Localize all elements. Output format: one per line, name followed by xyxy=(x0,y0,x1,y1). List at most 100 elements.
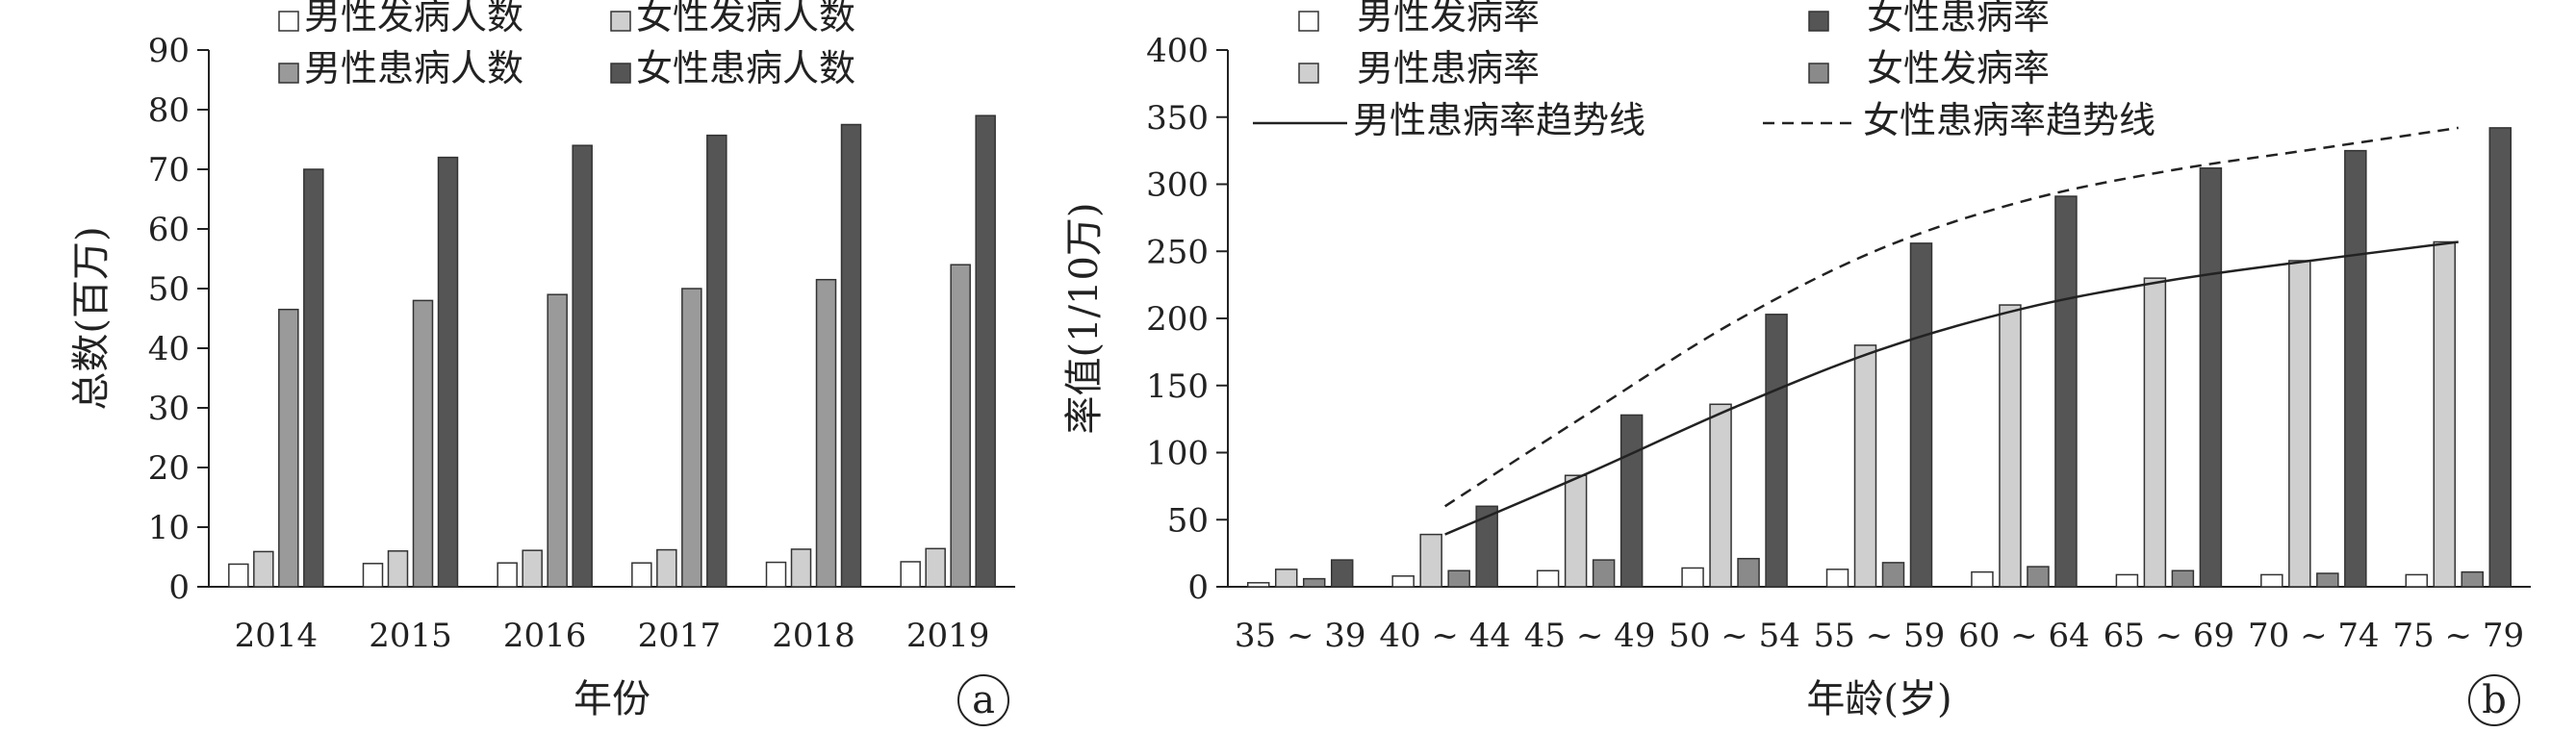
panel-b-legend-label: 男性患病率 xyxy=(1357,47,1540,89)
panel-a-legend-swatch xyxy=(610,11,631,32)
panel-b-y-tick-label: 200 xyxy=(1146,300,1209,339)
panel-b-bar xyxy=(1971,570,1994,588)
panel-b-bar xyxy=(1825,569,1849,588)
panel-a-chart: 0 10 20 30 40 50 60 70 80 90 2014 2015 2016 2017 2018… xyxy=(69,0,1015,726)
panel-b-y-tick-label: 50 xyxy=(1167,501,1209,540)
panel-b-x-tick-label: 55 ~ 59 xyxy=(1814,617,1946,655)
panel-a-bar xyxy=(631,562,652,588)
panel-a-y-tick-label: 90 xyxy=(148,32,190,70)
panel-b-bar xyxy=(1853,344,1877,588)
panel-b-legend-swatch xyxy=(1808,11,1829,32)
panel-a-bar xyxy=(497,562,518,588)
panel-a-bar xyxy=(925,547,946,588)
panel-a-y-tick-label: 80 xyxy=(148,91,190,130)
panel-a-legend-label: 女性发病人数 xyxy=(636,0,855,38)
panel-b-bar xyxy=(1536,569,1560,588)
panel-b-bar xyxy=(1620,414,1644,588)
panel-b-y-tick-label: 400 xyxy=(1146,32,1209,70)
panel-a-y-tick-label: 10 xyxy=(148,509,190,547)
panel-b-badge-circle xyxy=(2468,674,2520,726)
panel-b-x-tick-label: 70 ~ 74 xyxy=(2248,617,2380,655)
panel-a-y-tick-label: 30 xyxy=(148,390,190,428)
panel-b-y-tick-label: 0 xyxy=(1187,569,1209,607)
panel-a-x-tick-label: 2018 xyxy=(772,617,855,655)
panel-a-x-tick-label: 2017 xyxy=(638,617,722,655)
panel-b-legend-label: 女性发病率 xyxy=(1867,47,2050,89)
panel-b-legend-swatch xyxy=(1808,63,1829,84)
panel-b-legend-label: 男性患病率趋势线 xyxy=(1353,99,1645,141)
panel-b-bar xyxy=(2288,260,2311,588)
panel-b-bar xyxy=(1274,569,1298,588)
panel-b-bar xyxy=(1737,557,1760,588)
panel-a-bar xyxy=(900,561,921,588)
panel-a-y-axis-title: 总数(百万) xyxy=(69,226,114,410)
panel-a-badge-circle xyxy=(957,674,1009,726)
panel-b-bar xyxy=(1592,559,1616,588)
panel-a-bar xyxy=(253,550,274,588)
panel-a-y-tick-label: 0 xyxy=(168,569,190,607)
panel-b-x-tick-label: 40 ~ 44 xyxy=(1379,617,1511,655)
panel-a-bar xyxy=(547,293,568,588)
panel-a-bar xyxy=(765,561,787,588)
panel-a-badge: a xyxy=(972,678,995,722)
panel-b-bar xyxy=(2143,277,2167,588)
panel-b-bar xyxy=(1564,474,1588,588)
panel-a-legend-swatch xyxy=(610,63,631,84)
panel-a-bar xyxy=(706,134,727,588)
male-prevalence-trendline xyxy=(1444,240,2459,536)
panel-b-bar xyxy=(1881,562,1905,588)
panel-b-legend-label: 女性患病率 xyxy=(1867,0,2050,38)
panel-a-y-tick-label: 50 xyxy=(148,270,190,309)
panel-b-y-tick-label: 350 xyxy=(1146,99,1209,138)
panel-a-bar xyxy=(228,563,249,588)
panel-b-bar xyxy=(1709,403,1732,588)
panel-b-x-tick-label: 35 ~ 39 xyxy=(1235,617,1366,655)
panel-b-x-tick-label: 60 ~ 64 xyxy=(1958,617,2090,655)
panel-a-bar xyxy=(437,156,459,588)
panel-a-bar xyxy=(815,278,837,588)
panel-b-legend-label: 女性患病率趋势线 xyxy=(1863,99,2155,141)
panel-b-bar xyxy=(2316,572,2339,588)
panel-b-bar xyxy=(1999,304,2022,588)
panel-b-x-axis-title: 年龄(岁) xyxy=(1806,677,1951,721)
panel-b-bar xyxy=(2405,573,2429,588)
panel-b-bar xyxy=(2260,573,2283,588)
panel-b-bar xyxy=(2199,167,2223,588)
panel-b-bar xyxy=(1447,569,1470,588)
panel-a-bar xyxy=(278,308,299,588)
panel-a-y-tick-label: 20 xyxy=(148,449,190,488)
panel-b-x-tick-label: 75 ~ 79 xyxy=(2392,617,2524,655)
panel-a-bar xyxy=(572,144,593,588)
panel-b-y-tick-label: 150 xyxy=(1146,367,1209,406)
panel-a-legend-label: 女性患病人数 xyxy=(636,47,855,89)
panel-b-legend-swatch xyxy=(1298,63,1319,84)
panel-b-x-tick-label: 50 ~ 54 xyxy=(1669,617,1800,655)
panel-a-bar xyxy=(412,299,434,588)
panel-a-y-tick-label: 60 xyxy=(148,211,190,249)
panel-b-bar xyxy=(2344,149,2367,588)
panel-a-bar xyxy=(840,123,862,588)
panel-b-bar xyxy=(1909,242,1933,588)
panel-a-legend-swatch xyxy=(278,63,299,84)
panel-b-y-tick-label: 300 xyxy=(1146,166,1209,205)
panel-a-x-tick-label: 2015 xyxy=(369,617,452,655)
panel-a-bar xyxy=(522,549,543,588)
panel-a-x-tick-label: 2019 xyxy=(906,617,990,655)
panel-b-bar xyxy=(1419,533,1442,588)
female-prevalence-trendline xyxy=(1443,126,2459,508)
panel-b-y-tick-label: 100 xyxy=(1146,435,1209,473)
panel-a-bar xyxy=(790,548,812,588)
panel-a-bar xyxy=(387,550,409,588)
panel-b-bar xyxy=(2433,240,2457,588)
panel-b-bar xyxy=(1302,577,1326,588)
panel-b-y-tick-label: 250 xyxy=(1146,233,1209,271)
panel-a-bar xyxy=(303,168,324,588)
panel-a-x-tick-label: 2014 xyxy=(235,617,319,655)
panel-a-bar xyxy=(362,563,384,588)
panel-a-legend-label: 男性发病人数 xyxy=(304,0,523,38)
panel-a-bar xyxy=(656,548,677,588)
panel-a-x-axis-title: 年份 xyxy=(574,677,650,721)
panel-a-x-tick-label: 2016 xyxy=(503,617,587,655)
